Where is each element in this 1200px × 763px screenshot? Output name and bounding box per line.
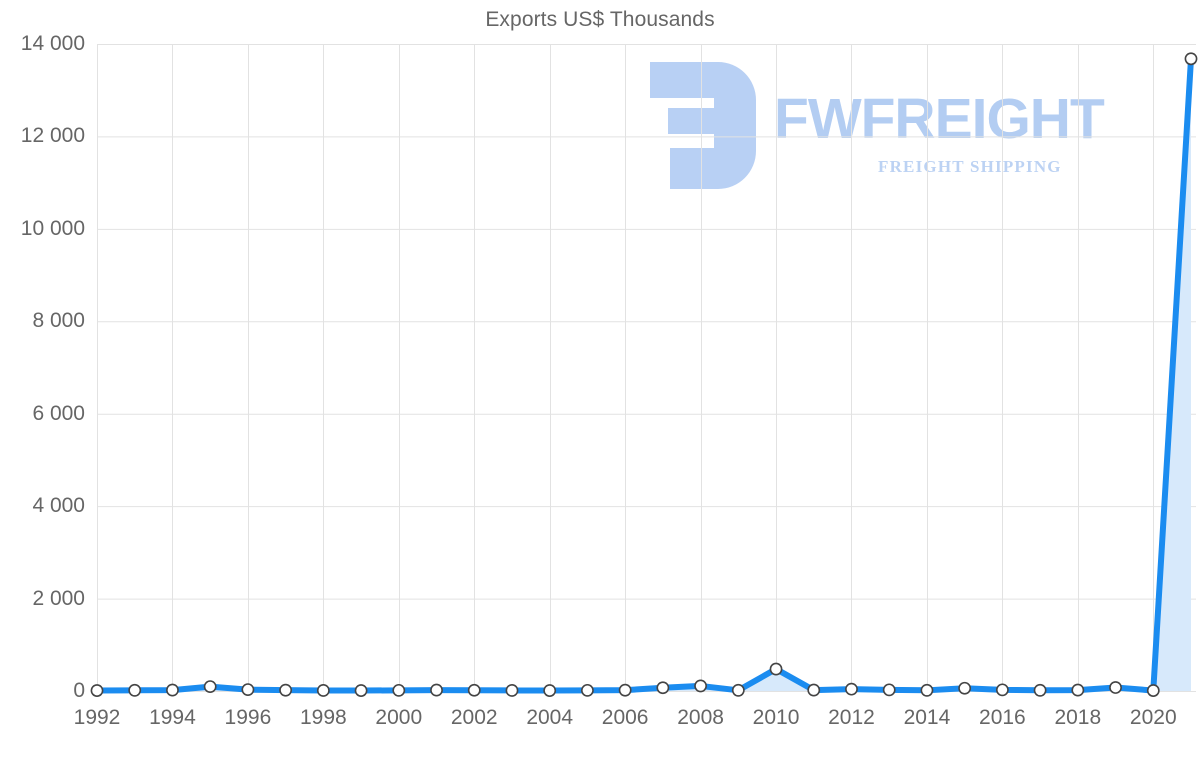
data-point-marker[interactable] bbox=[166, 683, 179, 697]
data-point-marker[interactable] bbox=[769, 662, 783, 676]
data-point-marker[interactable] bbox=[1146, 684, 1160, 697]
data-point-marker[interactable] bbox=[958, 681, 972, 695]
y-axis-tick-label: 2 000 bbox=[32, 586, 85, 610]
data-point-marker[interactable] bbox=[1071, 683, 1085, 697]
y-axis-tick-label: 14 000 bbox=[20, 32, 85, 55]
x-axis-tick-label: 2002 bbox=[450, 706, 498, 729]
data-point-marker[interactable] bbox=[354, 684, 368, 697]
data-point-marker[interactable] bbox=[90, 684, 104, 697]
x-axis-tick-label: 2010 bbox=[752, 706, 800, 729]
x-axis-tick-label: 2012 bbox=[828, 706, 875, 729]
y-axis-tick-label: 6 000 bbox=[32, 401, 85, 425]
data-point-marker[interactable] bbox=[1109, 681, 1122, 694]
x-axis-tick-label: 2006 bbox=[601, 706, 649, 729]
x-axis-tick-label: 2004 bbox=[526, 706, 574, 729]
data-point-marker[interactable] bbox=[241, 683, 255, 697]
data-point-marker[interactable] bbox=[807, 683, 821, 697]
y-axis-tick-label: 12 000 bbox=[20, 124, 85, 148]
data-point-marker[interactable] bbox=[1184, 52, 1198, 66]
data-point-marker[interactable] bbox=[543, 684, 557, 697]
x-axis-tick-label: 1998 bbox=[299, 706, 347, 729]
data-point-marker[interactable] bbox=[505, 684, 519, 697]
data-point-marker[interactable] bbox=[430, 683, 443, 697]
data-point-marker[interactable] bbox=[581, 683, 594, 697]
data-point-markers bbox=[90, 52, 1198, 697]
data-point-marker[interactable] bbox=[316, 684, 330, 697]
data-point-marker[interactable] bbox=[1033, 683, 1047, 697]
chart-title: Exports US$ Thousands bbox=[485, 8, 715, 31]
data-point-marker[interactable] bbox=[995, 683, 1009, 697]
data-point-marker[interactable] bbox=[467, 683, 481, 697]
x-axis-tick-label: 2000 bbox=[375, 706, 423, 729]
x-axis-tick-label: 2014 bbox=[903, 706, 951, 729]
series-line bbox=[94, 55, 1194, 694]
data-point-marker[interactable] bbox=[128, 683, 142, 697]
data-point-marker[interactable] bbox=[392, 683, 406, 697]
data-point-marker[interactable] bbox=[203, 680, 217, 694]
data-point-marker[interactable] bbox=[694, 679, 707, 693]
data-point-marker[interactable] bbox=[279, 683, 293, 697]
y-axis-tick-label: 0 bbox=[73, 679, 85, 702]
data-point-marker[interactable] bbox=[656, 681, 670, 695]
grid-lines bbox=[97, 44, 1196, 692]
y-axis-tick-label: 8 000 bbox=[32, 309, 85, 333]
data-point-marker[interactable] bbox=[845, 682, 858, 696]
x-axis-tick-label: 2016 bbox=[979, 706, 1026, 729]
data-point-marker[interactable] bbox=[920, 683, 934, 697]
data-point-marker[interactable] bbox=[618, 683, 632, 697]
x-axis-tick-label: 2020 bbox=[1129, 706, 1177, 729]
data-point-marker[interactable] bbox=[731, 683, 745, 697]
y-axis-tick-label: 4 000 bbox=[32, 494, 85, 518]
x-axis-tick-label: 1992 bbox=[73, 706, 121, 729]
x-axis-tick-label: 2008 bbox=[677, 706, 724, 729]
x-axis-tick-label: 1996 bbox=[224, 706, 272, 729]
area-fill bbox=[97, 58, 1191, 692]
x-axis-tick-label: 2018 bbox=[1054, 706, 1102, 729]
y-axis-tick-label: 10 000 bbox=[20, 216, 85, 240]
x-axis-tick-label: 1994 bbox=[149, 706, 196, 729]
data-point-marker[interactable] bbox=[882, 683, 896, 697]
